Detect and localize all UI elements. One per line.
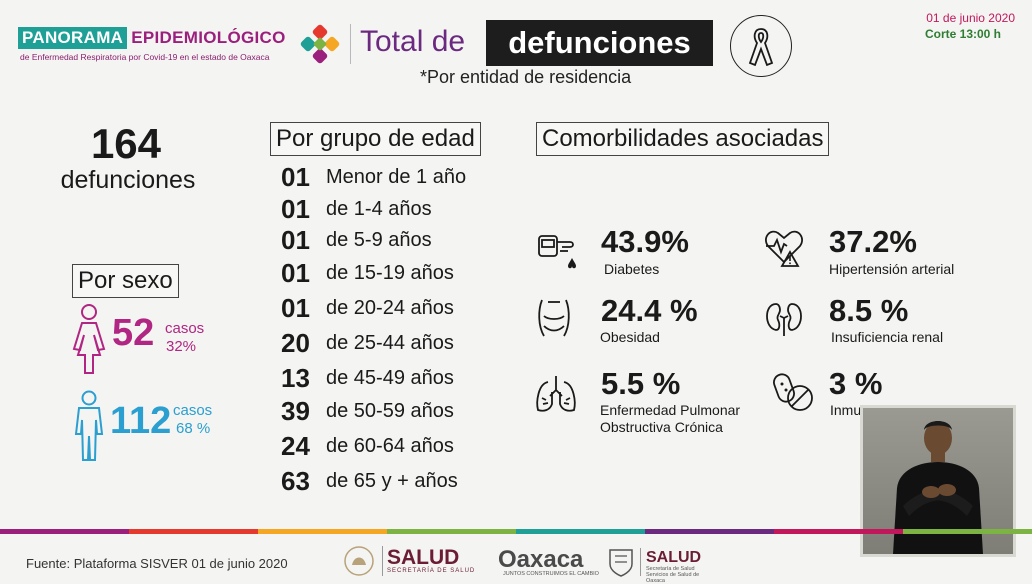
age-count: 01: [281, 292, 310, 323]
kidneys-icon: [766, 303, 802, 336]
salud-wordmark: SALUD: [387, 546, 460, 569]
insuficiencia-renal-percent: 8.5 %: [829, 293, 909, 328]
page-title-prefix: Total de: [360, 25, 466, 58]
age-count: 01: [281, 161, 310, 192]
age-range-label: de 20-24 años: [326, 296, 454, 319]
age-range-label: de 50-59 años: [326, 399, 454, 422]
obesidad-percent: 24.4 %: [601, 293, 698, 328]
age-count: 24: [281, 430, 310, 461]
age-range-label: de 5-9 años: [326, 228, 432, 251]
female-percent: 32%: [166, 338, 197, 355]
header-separator: [350, 24, 351, 64]
age-count: 63: [281, 465, 310, 496]
age-count: 39: [281, 395, 310, 426]
age-range-label: de 65 y + años: [326, 469, 458, 492]
diabetes-percent: 43.9%: [601, 224, 689, 259]
report-cutoff: Corte 13:00 h: [924, 27, 1001, 41]
age-row: 01 de 15-19 años: [281, 256, 454, 290]
male-percent: 68 %: [176, 420, 211, 437]
age-row: 63 de 65 y + años: [281, 464, 458, 498]
age-section-title: Por grupo de edad: [270, 122, 481, 156]
age-row: 01 Menor de 1 año: [281, 160, 466, 194]
age-row: 20 de 25-44 años: [281, 326, 454, 360]
logo-subtitle: de Enfermedad Respiratoria por Covid-19 …: [20, 52, 270, 62]
female-count: 52: [112, 312, 155, 354]
footer-color-stripe: [0, 529, 1032, 534]
logo-divider: [640, 548, 641, 576]
obesidad-label: Obesidad: [600, 329, 660, 345]
oaxaca-slogan: JUNTOS CONSTRUIMOS EL CAMBIO: [503, 571, 599, 577]
age-row: 01 de 20-24 años: [281, 291, 454, 325]
total-deaths-number: 164: [90, 120, 162, 167]
oaxaca-state-shield-icon: [609, 549, 633, 577]
page-subtitle: *Por entidad de residencia: [420, 67, 632, 87]
salud-state-subtitle: Secretaría de Salud Servicios de Salud d…: [646, 566, 700, 584]
salud-federal-logo: SALUD SECRETARÍA DE SALUD: [340, 545, 475, 577]
age-count: 01: [281, 257, 310, 288]
no-pills-icon: [773, 373, 813, 411]
male-casos-label: casos: [173, 402, 213, 419]
hipertension-label: Hipertensión arterial: [829, 261, 955, 277]
age-range-label: Menor de 1 año: [326, 165, 467, 188]
age-row: 13 de 45-49 años: [281, 361, 454, 395]
male-icon: [74, 390, 104, 461]
age-range-label: de 25-44 años: [326, 331, 454, 354]
panorama-mark-icon: [300, 24, 340, 64]
salud-state-wordmark: SALUD: [646, 549, 702, 566]
female-icon: [72, 304, 106, 374]
torso-icon: [538, 299, 570, 337]
comorbidities-section-title: Comorbilidades asociadas: [536, 122, 830, 156]
panorama-logo: PANORAMA EPIDEMIOLÓGICO: [18, 27, 286, 49]
national-emblem-icon: [344, 546, 374, 576]
salud-subtitle: SECRETARÍA DE SALUD: [387, 568, 476, 574]
insuficiencia-renal-label: Insuficiencia renal: [831, 329, 944, 345]
age-count: 20: [281, 327, 310, 358]
source-note: Fuente: Plataforma SISVER 01 de junio 20…: [26, 556, 288, 571]
epoc-label-line2: Obstructiva Crónica: [600, 419, 723, 435]
page-title-highlight: defunciones: [486, 20, 713, 66]
diabetes-label: Diabetes: [604, 261, 660, 277]
mourning-ribbon-icon: [730, 15, 792, 77]
age-count: 13: [281, 362, 310, 393]
logo-panorama-text: PANORAMA: [18, 27, 128, 49]
glucometer-icon: [538, 235, 576, 269]
inmuno-label: Inmu: [830, 402, 862, 418]
total-deaths-label: defunciones: [60, 166, 196, 194]
age-range-label: de 15-19 años: [326, 261, 454, 284]
heart-warning-icon: [765, 230, 803, 267]
logo-epidemiologico-text: EPIDEMIOLÓGICO: [131, 28, 286, 47]
hipertension-percent: 37.2%: [829, 224, 917, 259]
age-row: 01 de 1-4 años: [281, 192, 432, 226]
age-count: 01: [281, 224, 310, 255]
age-row: 24 de 60-64 años: [281, 429, 454, 463]
male-count: 112: [110, 400, 172, 442]
logo-divider: [382, 546, 383, 576]
age-range-label: de 1-4 años: [326, 197, 432, 220]
age-row: 39 de 50-59 años: [281, 394, 454, 428]
inmuno-percent: 3 %: [829, 366, 883, 401]
report-date: 01 de junio 2020: [926, 11, 1015, 25]
age-range-label: de 45-49 años: [326, 366, 454, 389]
female-casos-label: casos: [165, 320, 205, 337]
epoc-label-line1: Enfermedad Pulmonar: [600, 402, 741, 418]
age-range-label: de 60-64 años: [326, 434, 454, 457]
sex-section-title: Por sexo: [72, 264, 179, 298]
oaxaca-logo-text: Oaxaca: [498, 546, 584, 573]
age-count: 01: [281, 193, 310, 224]
age-row: 01 de 5-9 años: [281, 223, 432, 257]
sign-language-interpreter-video: [860, 405, 1016, 557]
lungs-icon: [536, 376, 576, 412]
epoc-percent: 5.5 %: [601, 366, 681, 401]
